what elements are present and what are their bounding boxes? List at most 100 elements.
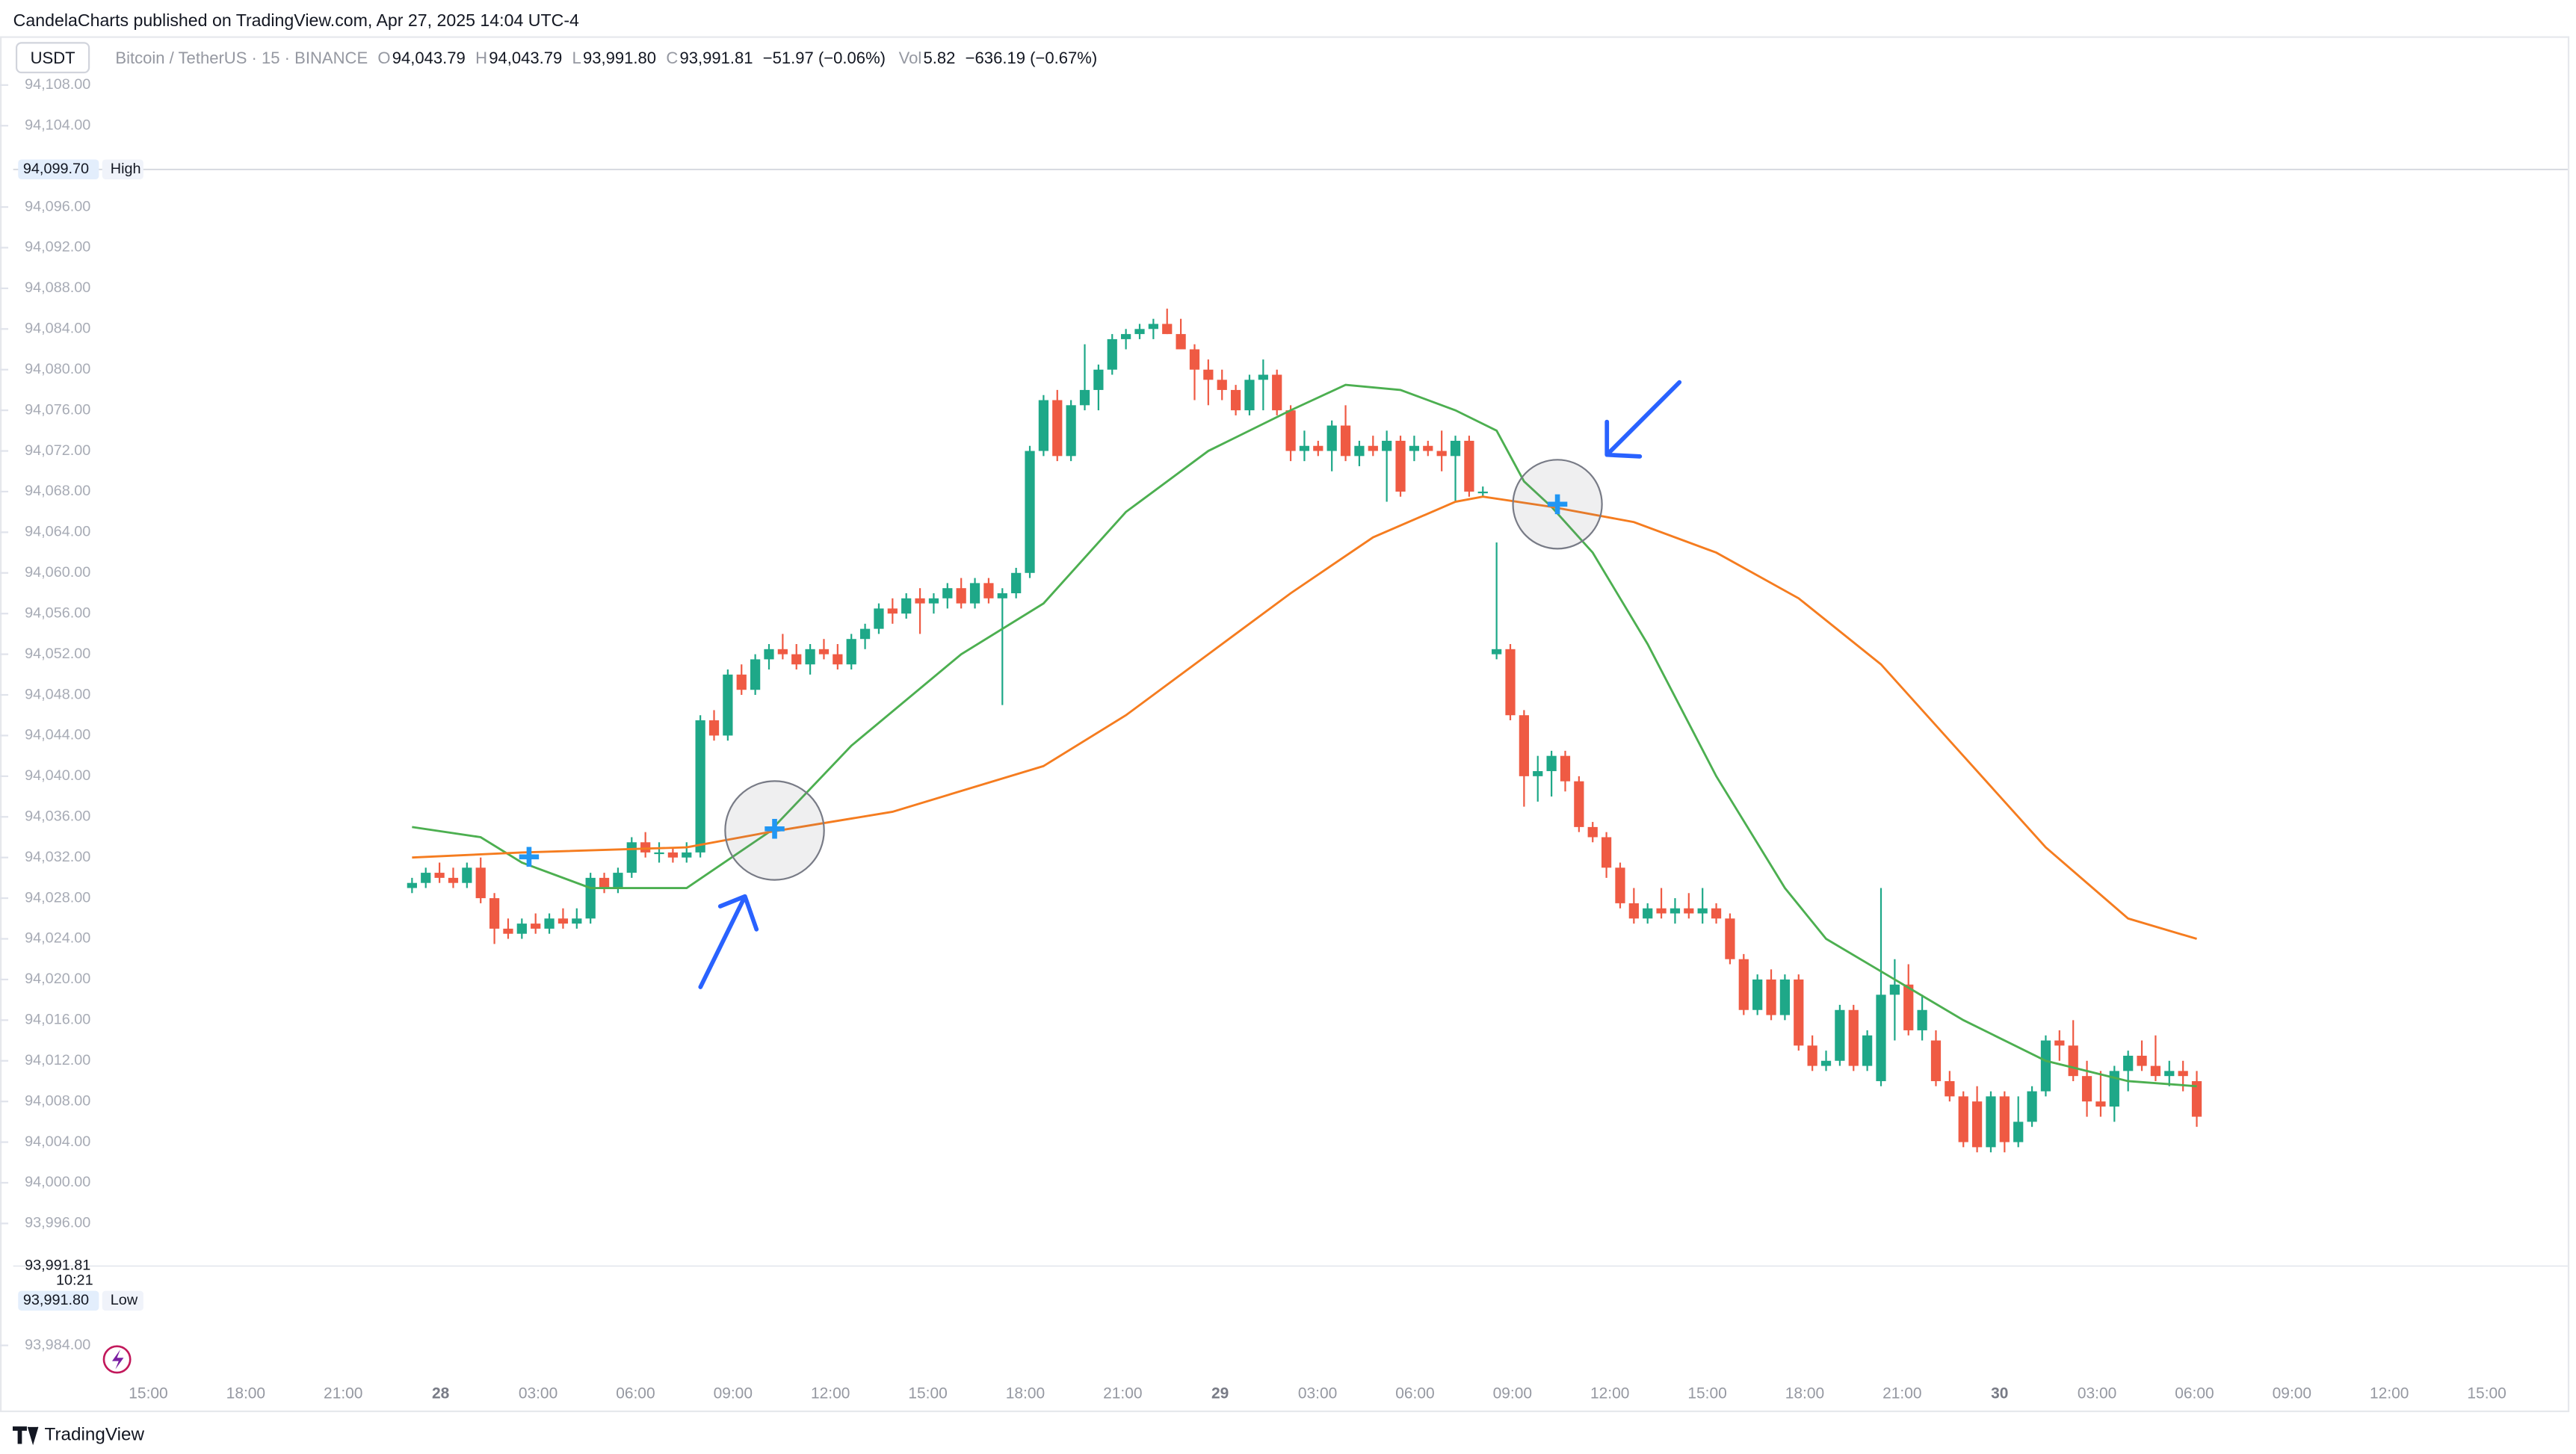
- high-label-box: [18, 159, 99, 179]
- candle-body: [2109, 1071, 2119, 1107]
- candle-body: [1492, 649, 1502, 655]
- y-tick-label: 94,036.00: [25, 808, 90, 825]
- candle-body: [421, 873, 431, 883]
- candle-body: [572, 918, 582, 924]
- y-tick-label: 93,984.00: [25, 1337, 90, 1353]
- high-tag-box: [102, 159, 143, 179]
- candle-body: [1794, 979, 1804, 1046]
- y-tick-label: 94,040.00: [25, 767, 90, 784]
- candle-body: [1093, 369, 1104, 390]
- x-tick-label: 06:00: [616, 1385, 655, 1402]
- candle-body: [1711, 908, 1722, 919]
- candle-body: [1217, 380, 1227, 390]
- legend-vol: 5.82: [924, 49, 956, 67]
- y-tick-label: 94,064.00: [25, 524, 90, 540]
- candle-body: [969, 583, 980, 604]
- candle-body: [887, 608, 898, 614]
- candle-body: [942, 588, 953, 598]
- time-axis: 15:00 18:00 21:00 28 03:00 06:00 09:00 12:00 15:…: [129, 1385, 2506, 1402]
- candle-body: [1436, 451, 1447, 457]
- candle-body: [1340, 425, 1351, 457]
- candle-body: [2081, 1076, 2092, 1102]
- candle-body: [1382, 440, 1392, 451]
- candle-body: [1725, 918, 1735, 959]
- last-price-label: 93,991.81: [25, 1257, 90, 1274]
- moving-average: [412, 383, 2197, 1088]
- y-tick-label: 94,088.00: [25, 279, 90, 296]
- header: CandelaCharts published on TradingView.c…: [13, 10, 579, 30]
- legend-h-label: H: [475, 49, 487, 67]
- candle-body: [1807, 1045, 1817, 1066]
- legend-h: 94,043.79: [489, 49, 562, 67]
- candle-body: [1643, 908, 1653, 919]
- x-tick-label: 21:00: [324, 1385, 362, 1402]
- y-tick-label: 94,092.00: [25, 239, 90, 256]
- candle-body: [462, 867, 472, 883]
- price-axis: 94,108.00 94,104.00 94,096.00 94,092.00 94,0…: [0, 76, 2568, 1353]
- cross-marker: [519, 494, 1568, 867]
- y-tick-label: 94,020.00: [25, 971, 90, 987]
- candle-body: [1079, 389, 1090, 406]
- candle-body: [1244, 380, 1255, 411]
- candle-body: [613, 873, 623, 888]
- candle-body: [708, 720, 720, 736]
- candle-body: [1299, 445, 1310, 451]
- candle-body: [640, 842, 651, 853]
- x-tick-label: 15:00: [129, 1385, 167, 1402]
- candle-body: [1368, 445, 1378, 451]
- y-tick-label: 94,052.00: [25, 646, 90, 662]
- legend-symbol: Bitcoin / TetherUS · 15 · BINANCE: [115, 49, 368, 67]
- candle-body: [1779, 979, 1791, 1015]
- candle-body: [585, 877, 596, 919]
- candle-body: [723, 674, 733, 736]
- x-tick-label: 09:00: [2273, 1385, 2311, 1402]
- candle-body: [2150, 1065, 2161, 1077]
- y-tick-label: 94,072.00: [25, 442, 90, 459]
- y-tick-label: 93,996.00: [25, 1215, 90, 1231]
- candle-body: [1958, 1096, 1968, 1142]
- x-tick-label: 03:00: [519, 1385, 557, 1402]
- legend-vol-change: −636.19 (−0.67%): [966, 49, 1098, 67]
- x-tick-label: 03:00: [1298, 1385, 1337, 1402]
- candle-body: [1670, 908, 1681, 914]
- candle-body: [1574, 781, 1584, 827]
- y-tick-label: 94,004.00: [25, 1133, 90, 1150]
- candle-body: [489, 898, 500, 929]
- y-tick-label: 94,104.00: [25, 117, 90, 133]
- candle-body: [901, 598, 912, 614]
- x-tick-label: 15:00: [2467, 1385, 2506, 1402]
- x-tick-label: 21:00: [1882, 1385, 1921, 1402]
- candle-body: [915, 598, 925, 604]
- candle-body: [1820, 1060, 1832, 1066]
- candle-body: [1477, 491, 1488, 494]
- candle-body: [2191, 1080, 2202, 1117]
- candle-body: [1011, 572, 1022, 593]
- candle-body: [956, 588, 966, 604]
- candle-body: [928, 598, 939, 604]
- candle-body: [833, 654, 843, 665]
- y-tick-label: 94,068.00: [25, 483, 90, 499]
- x-tick-label: 09:00: [1493, 1385, 1532, 1402]
- candle-body: [516, 924, 527, 934]
- x-tick-label: 06:00: [1395, 1385, 1434, 1402]
- arrow: [1604, 380, 1682, 459]
- candle-body: [1121, 334, 1131, 339]
- moving-average: [412, 495, 2197, 940]
- y-tick-label: 94,108.00: [25, 76, 90, 93]
- candle-body: [818, 649, 830, 655]
- symbol-button[interactable]: [15, 42, 90, 74]
- candle-body: [434, 873, 445, 878]
- symbol-button-label[interactable]: USDT: [31, 49, 75, 67]
- candle-body: [1038, 400, 1049, 451]
- candle-body: [2027, 1091, 2037, 1122]
- candle-body: [2137, 1055, 2147, 1066]
- candle-body: [1313, 445, 1323, 451]
- candle-body: [1738, 959, 1749, 1010]
- y-tick-label: 94,056.00: [25, 604, 90, 621]
- candle-body: [654, 852, 664, 855]
- candle-body: [859, 628, 871, 640]
- high-label: 94,099.70: [23, 161, 89, 177]
- candle-body: [544, 918, 555, 929]
- candle-body: [1189, 349, 1200, 370]
